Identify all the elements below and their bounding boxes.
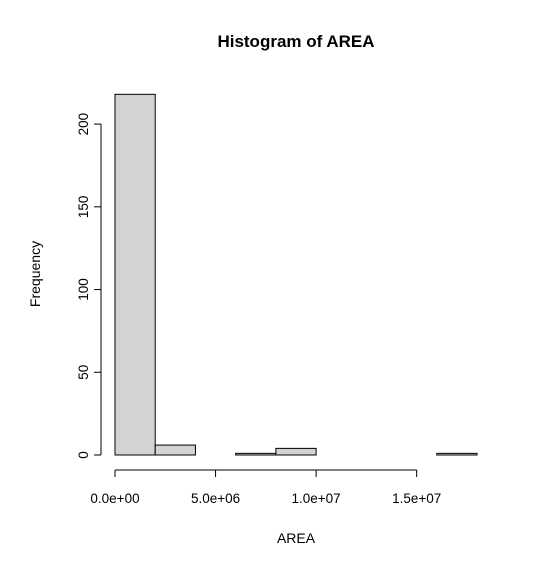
histogram-bar — [235, 452, 277, 456]
x-tick-label: 5.0e+06 — [191, 491, 240, 506]
bars-group — [114, 93, 478, 456]
y-tick-label: 200 — [76, 113, 91, 136]
histogram-bar — [154, 444, 196, 456]
x-tick-label: 1.5e+07 — [392, 491, 441, 506]
chart-title: Histogram of AREA — [217, 32, 374, 51]
x-axis: 0.0e+00 5.0e+06 1.0e+07 1.5e+07 — [90, 469, 441, 506]
x-axis-label: AREA — [277, 530, 316, 546]
x-tick-label: 1.0e+07 — [292, 491, 341, 506]
y-tick-label: 150 — [76, 196, 91, 219]
y-tick-label: 100 — [76, 278, 91, 301]
y-axis-label: Frequency — [27, 241, 43, 307]
y-tick-label: 0 — [76, 451, 91, 459]
y-axis: 0 50 100 150 200 — [76, 113, 102, 459]
y-tick-label: 50 — [76, 365, 91, 380]
histogram-bar — [275, 447, 317, 456]
histogram-bar — [114, 93, 156, 456]
histogram-bar — [436, 452, 478, 456]
x-tick-label: 0.0e+00 — [90, 491, 139, 506]
